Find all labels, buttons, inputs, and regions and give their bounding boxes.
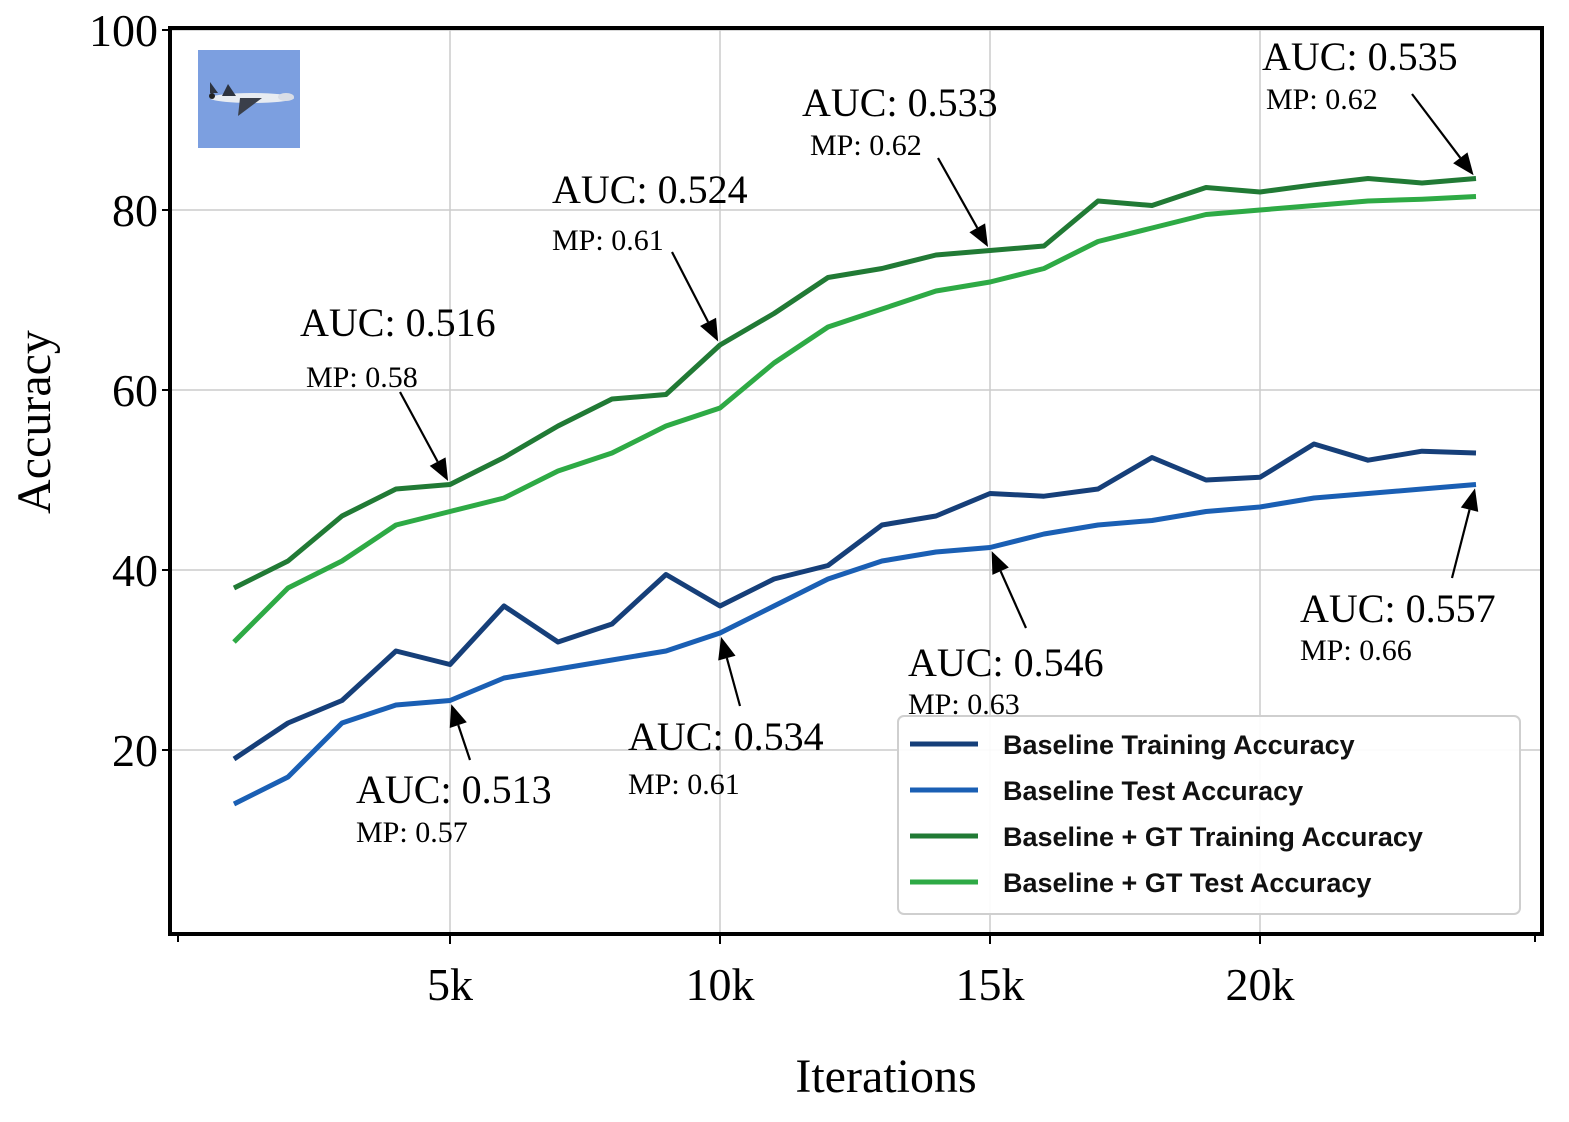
annotation-arrow-head: [429, 457, 449, 481]
legend-label: Baseline Training Accuracy: [1003, 730, 1355, 760]
series-line-1: [232, 441, 1477, 762]
mp-label: MP: 0.58: [306, 361, 418, 394]
annotation-arrow-line: [1450, 509, 1471, 579]
auc-label: AUC: 0.533: [802, 80, 998, 125]
auc-label: AUC: 0.513: [356, 767, 552, 812]
series-line-2: [232, 482, 1477, 807]
axis-ticks: 5k 10k 15k 20k 20 40 60 80 100: [89, 5, 1536, 1010]
legend-label: Baseline Test Accuracy: [1003, 776, 1303, 806]
annotation-arrow-head: [700, 317, 719, 342]
x-tick-label: 5k: [427, 959, 473, 1010]
annotation-arrow-line: [671, 251, 710, 323]
annotation-3: AUC: 0.533 MP: 0.62: [802, 80, 998, 248]
annotation-arrow-head: [718, 636, 736, 661]
auc-label: AUC: 0.524: [552, 167, 748, 212]
annotation-arrow-line: [999, 570, 1028, 629]
annotation-5: AUC: 0.513 MP: 0.57: [356, 704, 552, 849]
legend-label: Baseline + GT Training Accuracy: [1003, 822, 1423, 852]
mp-label: MP: 0.61: [628, 768, 740, 801]
annotation-arrow-head: [969, 223, 989, 248]
auc-label: AUC: 0.534: [628, 714, 824, 759]
annotation-2: AUC: 0.524 MP: 0.61: [552, 167, 748, 342]
legend-label: Baseline + GT Test Accuracy: [1003, 868, 1371, 898]
y-tick-label: 100: [89, 5, 158, 56]
series-line-4: [232, 194, 1477, 644]
legend-box: [897, 715, 1521, 915]
annotation-1: AUC: 0.516 MP: 0.58: [300, 300, 496, 481]
annotation-4: AUC: 0.535 MP: 0.62: [1262, 34, 1474, 176]
y-tick-label: 20: [112, 725, 158, 776]
annotation-arrow-head: [449, 704, 467, 729]
legend-item: Baseline Test Accuracy: [910, 776, 1303, 806]
annotation-arrow-line: [399, 391, 439, 463]
series-lines: [232, 176, 1477, 807]
mp-label: MP: 0.62: [810, 129, 922, 162]
legend: Baseline Training Accuracy Baseline Test …: [897, 715, 1521, 915]
x-tick-label: 10k: [686, 959, 755, 1010]
legend-item: Baseline + GT Training Accuracy: [910, 822, 1423, 852]
x-tick-label: 15k: [956, 959, 1025, 1010]
x-tick-label: 20k: [1226, 959, 1295, 1010]
annotation-arrow-line: [457, 724, 472, 761]
annotation-6: AUC: 0.534 MP: 0.61: [628, 636, 824, 801]
y-tick-label: 40: [112, 545, 158, 596]
annotation-arrow-line: [725, 657, 742, 707]
auc-label: AUC: 0.557: [1300, 586, 1496, 631]
legend-item: Baseline Training Accuracy: [910, 730, 1355, 760]
y-tick-label: 60: [112, 365, 158, 416]
plot-frame: [168, 26, 1544, 936]
legend-item: Baseline + GT Test Accuracy: [910, 868, 1371, 898]
auc-label: AUC: 0.516: [300, 300, 496, 345]
auc-label: AUC: 0.546: [908, 640, 1104, 685]
annotation-arrow-head: [991, 551, 1009, 575]
airplane-thumbnail-icon: [198, 50, 300, 148]
mp-label: MP: 0.57: [356, 816, 468, 849]
annotation-arrow-line: [1411, 93, 1462, 159]
mp-label: MP: 0.62: [1266, 83, 1378, 116]
x-axis-title: Iterations: [795, 1050, 976, 1103]
annotation-arrow-head: [1460, 488, 1479, 512]
series-line-3: [232, 176, 1477, 591]
auc-label: AUC: 0.535: [1262, 34, 1458, 79]
annotation-arrow-line: [937, 157, 979, 229]
annotation-arrow-head: [1453, 152, 1474, 176]
y-tick-label: 80: [112, 185, 158, 236]
mp-label: MP: 0.61: [552, 224, 664, 257]
mp-label: MP: 0.66: [1300, 634, 1412, 667]
y-axis-title: Accuracy: [8, 330, 61, 514]
